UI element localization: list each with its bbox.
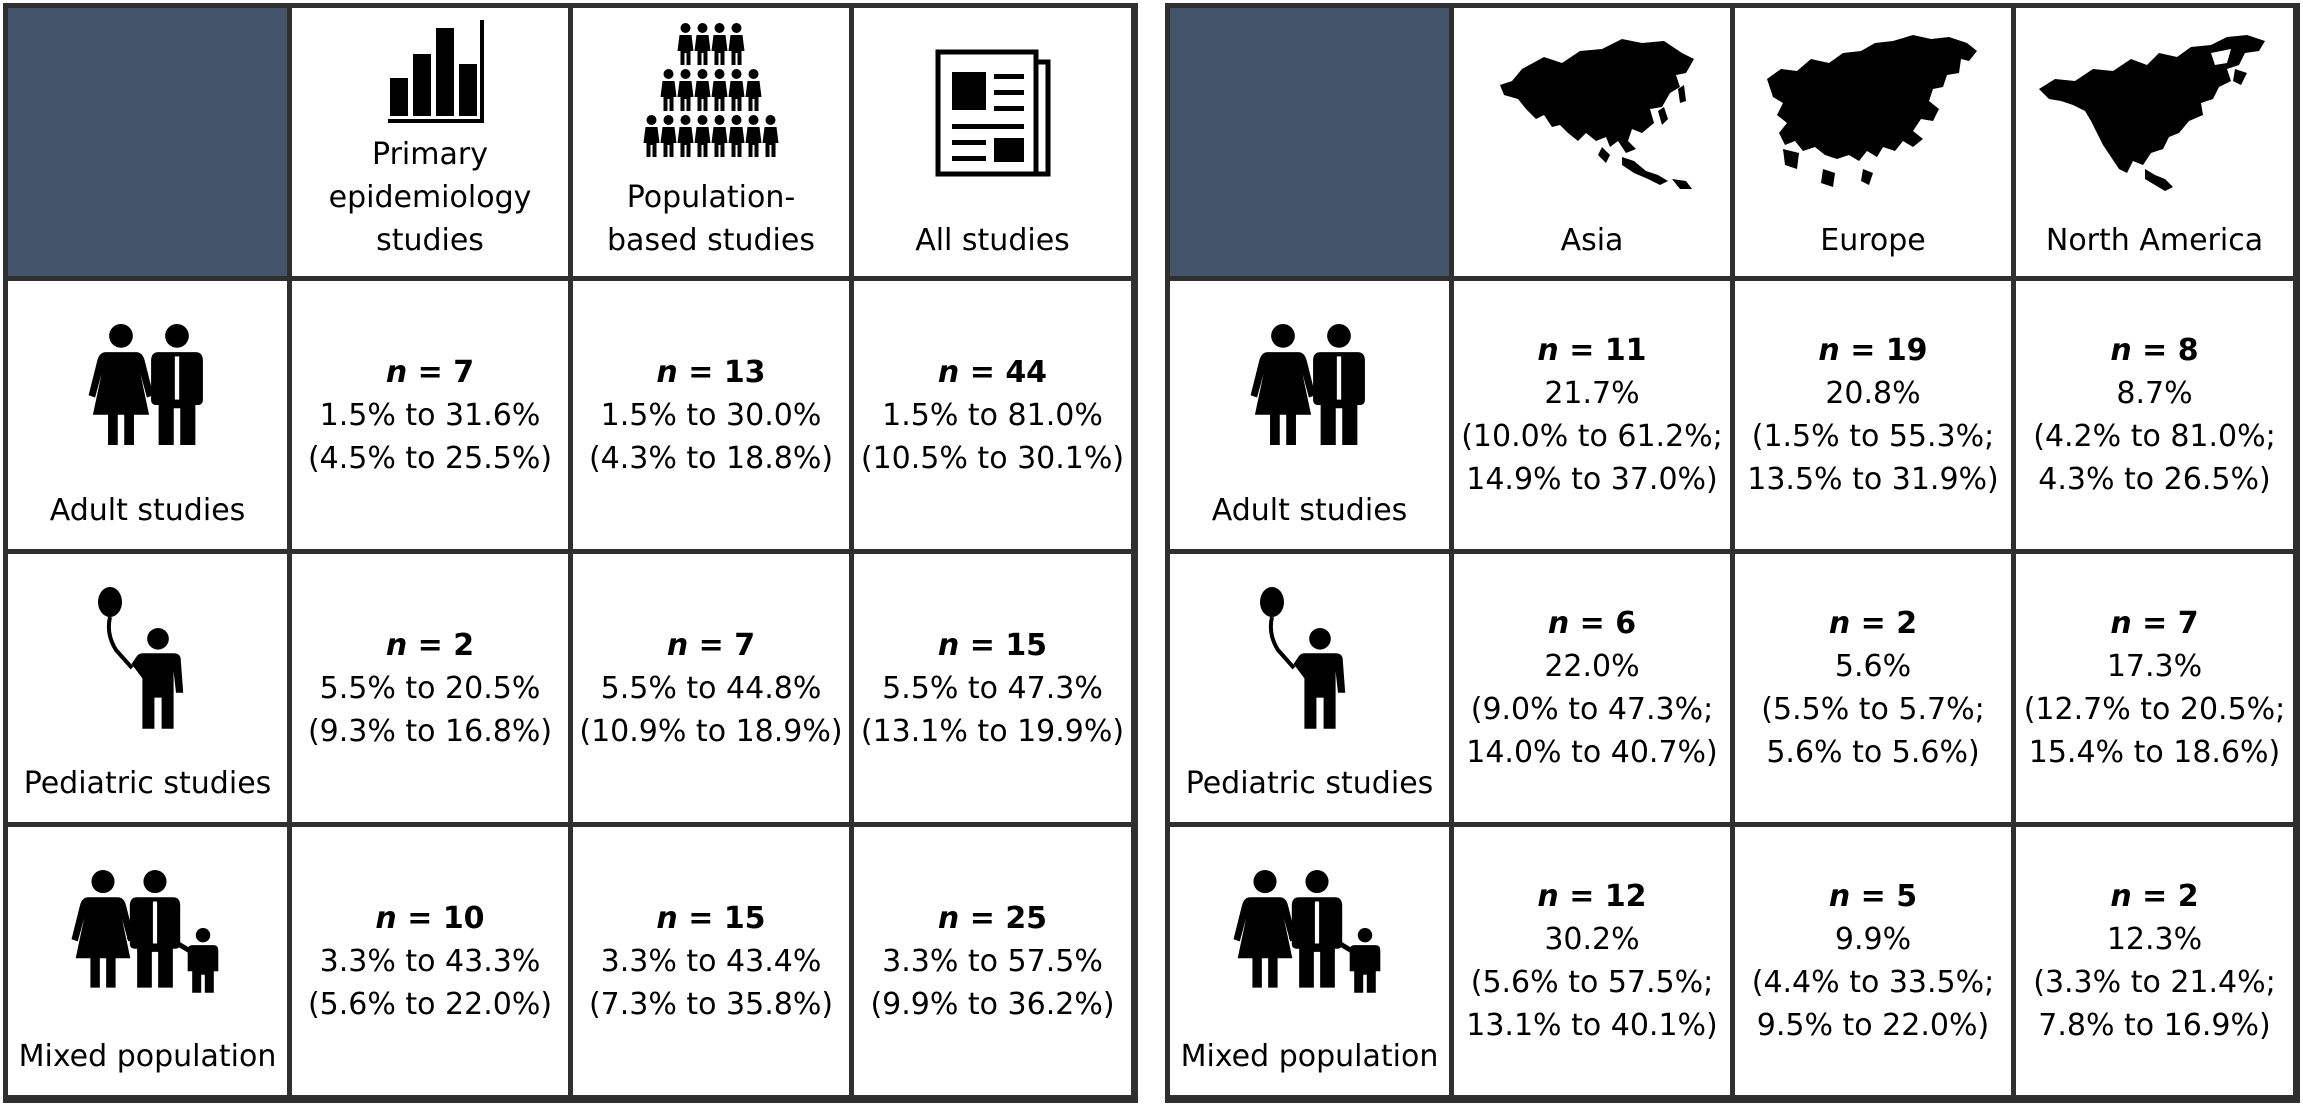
adult-couple-icon: [1250, 324, 1365, 445]
data-cell: n = 5 9.9% (4.4% to 33.5%; 9.5% to 22.0%…: [1735, 827, 2011, 1095]
child-with-balloon-icon: [1259, 587, 1345, 729]
row-header-adult: Adult studies: [8, 281, 287, 549]
data-cell: n = 2 5.6% (5.5% to 5.7%; 5.6% to 5.6%): [1735, 554, 2011, 822]
data-cell: n = 2 5.5% to 20.5% (9.3% to 16.8%): [292, 554, 568, 822]
data-cell: n = 10 3.3% to 43.3% (5.6% to 22.0%): [292, 827, 568, 1095]
row-label: Pediatric studies: [23, 766, 272, 801]
data-cell: n = 44 1.5% to 81.0% (10.5% to 30.1%): [854, 281, 1131, 549]
data-cell: n = 11 21.7% (10.0% to 61.2%; 14.9% to 3…: [1454, 281, 1730, 549]
study-type-table: Primary epidemiology studies Population-…: [3, 3, 1138, 1103]
data-cell: n = 13 1.5% to 30.0% (4.3% to 18.8%): [573, 281, 849, 549]
row-header-mixed: Mixed population: [1170, 827, 1449, 1095]
europe-map-icon: [1767, 34, 1977, 187]
table-corner: [8, 8, 287, 276]
column-label: North America: [2045, 223, 2264, 258]
north-america-map-icon: [2038, 34, 2265, 191]
newspaper-icon: [935, 49, 1050, 176]
row-header-mixed: Mixed population: [8, 827, 287, 1095]
child-with-balloon-icon: [97, 587, 183, 729]
column-header-population-based: Population-based studies: [573, 8, 849, 276]
column-label: Population-based studies: [607, 180, 815, 258]
row-header-adult: Adult studies: [1170, 281, 1449, 549]
data-cell: n = 15 5.5% to 47.3% (13.1% to 19.9%): [854, 554, 1131, 822]
data-cell: n = 7 17.3% (12.7% to 20.5%; 15.4% to 18…: [2016, 554, 2293, 822]
row-label: Mixed population: [1180, 1039, 1439, 1074]
column-header-asia: Asia: [1454, 8, 1730, 276]
column-header-primary-epidemiology: Primary epidemiology studies: [292, 8, 568, 276]
column-label: Asia: [1560, 223, 1624, 258]
row-header-pediatric: Pediatric studies: [1170, 554, 1449, 822]
column-label: All studies: [915, 223, 1070, 258]
column-header-europe: Europe: [1735, 8, 2011, 276]
column-header-north-america: North America: [2016, 8, 2293, 276]
data-cell: n = 2 12.3% (3.3% to 21.4%; 7.8% to 16.9…: [2016, 827, 2293, 1095]
family-icon: [1233, 870, 1380, 993]
table-corner: [1170, 8, 1449, 276]
column-label: Europe: [1820, 223, 1926, 258]
region-table: Asia Europe North America Adult studies: [1165, 3, 2300, 1103]
column-header-all-studies: All studies: [854, 8, 1131, 276]
data-cell: n = 19 20.8% (1.5% to 55.3%; 13.5% to 31…: [1735, 281, 2011, 549]
row-label: Mixed population: [18, 1039, 277, 1074]
family-icon: [71, 870, 218, 993]
data-cell: n = 7 5.5% to 44.8% (10.9% to 18.9%): [573, 554, 849, 822]
data-cell: n = 25 3.3% to 57.5% (9.9% to 36.2%): [854, 827, 1131, 1095]
row-label: Pediatric studies: [1185, 766, 1434, 801]
row-header-pediatric: Pediatric studies: [8, 554, 287, 822]
data-cell: n = 6 22.0% (9.0% to 47.3%; 14.0% to 40.…: [1454, 554, 1730, 822]
bar-chart-icon: [388, 19, 484, 123]
data-cell: n = 15 3.3% to 43.4% (7.3% to 35.8%): [573, 827, 849, 1095]
asia-map-icon: [1500, 38, 1694, 189]
row-label: Adult studies: [1211, 493, 1408, 528]
data-cell: n = 7 1.5% to 31.6% (4.5% to 25.5%): [292, 281, 568, 549]
row-label: Adult studies: [49, 493, 246, 528]
population-crowd-icon: [643, 23, 779, 157]
data-cell: n = 8 8.7% (4.2% to 81.0%; 4.3% to 26.5%…: [2016, 281, 2293, 549]
adult-couple-icon: [88, 324, 203, 445]
data-cell: n = 12 30.2% (5.6% to 57.5%; 13.1% to 40…: [1454, 827, 1730, 1095]
column-label: Primary epidemiology studies: [328, 137, 532, 258]
